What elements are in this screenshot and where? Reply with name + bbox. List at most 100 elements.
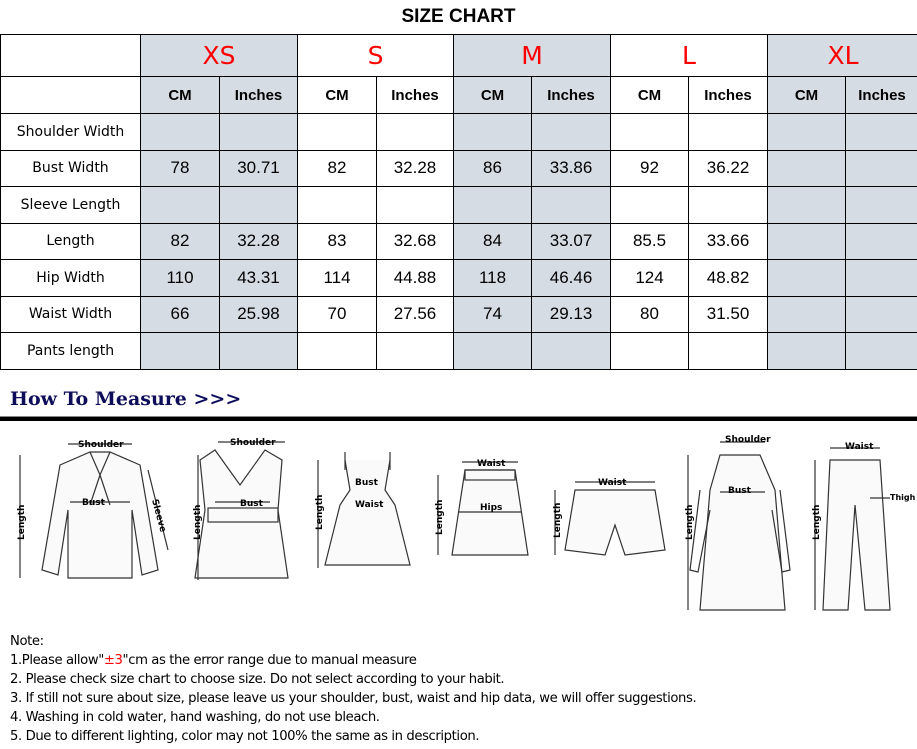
value-cell: 118 (453, 259, 532, 297)
value-cell: 92 (610, 149, 690, 187)
svg-text:Waist: Waist (355, 500, 384, 510)
value-cell (767, 186, 847, 224)
value-cell (767, 113, 847, 151)
coat-diagram: Shoulder Bust Length (685, 435, 791, 611)
svg-text:Shoulder: Shoulder (230, 438, 276, 448)
row-label: Shoulder Width (0, 113, 141, 151)
table-row: Bust Width 78 30.71 82 32.28 86 33.86 92 36.22 (0, 149, 917, 187)
unit-header: Inches (376, 76, 454, 114)
value-cell (376, 332, 454, 370)
row-label: Waist Width (0, 295, 141, 333)
value-cell: 85.5 (610, 222, 690, 260)
svg-text:Length: Length (553, 503, 563, 538)
value-cell (688, 332, 769, 370)
value-cell: 27.56 (376, 295, 454, 333)
svg-text:Length: Length (17, 505, 27, 540)
unit-header: CM (140, 76, 220, 114)
value-cell (530, 113, 612, 151)
value-cell (845, 295, 917, 333)
value-cell (688, 113, 769, 151)
value-cell: 32.68 (376, 222, 454, 260)
svg-text:Waist: Waist (477, 459, 506, 469)
value-cell (297, 332, 377, 370)
note-1: 1.Please allow"±3"cm as the error range … (10, 653, 417, 668)
value-cell: 70 (297, 295, 377, 333)
value-cell (140, 332, 220, 370)
value-cell (297, 186, 377, 224)
table-row: Waist Width 66 25.98 70 27.56 74 29.13 80 31.50 (0, 295, 917, 333)
blouse-diagram: Shoulder Bust Length Sleeve (17, 440, 169, 579)
page-title: SIZE CHART (401, 6, 516, 27)
svg-text:Bust: Bust (728, 486, 752, 496)
value-cell (219, 332, 298, 370)
value-cell (767, 259, 847, 297)
row-label: Bust Width (0, 149, 141, 187)
value-cell (845, 259, 917, 297)
unit-header: CM (767, 76, 847, 114)
unit-header: CM (610, 76, 690, 114)
note-2: 2. Please check size chart to choose siz… (10, 672, 505, 687)
svg-text:Length: Length (685, 505, 695, 540)
row-label: Length (0, 222, 141, 260)
notes: Note: 1.Please allow"±3"cm as the error … (10, 632, 697, 746)
row-label: Hip Width (0, 259, 141, 297)
table-row: Pants length (0, 332, 917, 370)
table-row: Sleeve Length (0, 186, 917, 224)
measurement-diagrams: Shoulder Bust Length Sleeve Shoulder Bus… (17, 435, 916, 611)
how-to-measure-heading: How To Measure >>> (10, 388, 242, 410)
svg-text:Length: Length (812, 505, 822, 540)
value-cell: 25.98 (219, 295, 298, 333)
value-cell (140, 113, 220, 151)
table-row: Hip Width 110 43.31 114 44.88 118 46.46 124 48.8… (0, 259, 917, 297)
value-cell (219, 186, 298, 224)
size-header-s: S (297, 34, 454, 77)
value-cell (610, 113, 690, 151)
svg-text:Waist: Waist (598, 478, 627, 488)
corner-cell (0, 34, 141, 77)
value-cell: 31.50 (688, 295, 769, 333)
value-cell: 78 (140, 149, 220, 187)
value-cell (530, 332, 612, 370)
value-cell (376, 113, 454, 151)
value-cell (845, 332, 917, 370)
value-cell: 48.82 (688, 259, 769, 297)
note-3: 3. If still not sure about size, please … (10, 691, 697, 706)
value-cell (297, 113, 377, 151)
value-cell (219, 113, 298, 151)
vest-diagram: Shoulder Bust Length (193, 438, 289, 580)
value-cell (610, 186, 690, 224)
value-cell (767, 222, 847, 260)
value-cell (845, 186, 917, 224)
value-cell: 32.28 (219, 222, 298, 260)
value-cell: 33.86 (530, 149, 612, 187)
value-cell: 46.46 (530, 259, 612, 297)
unit-header: Inches (219, 76, 298, 114)
value-cell: 82 (297, 149, 377, 187)
table-row: Length 82 32.28 83 32.68 84 33.07 85.5 33.66 (0, 222, 917, 260)
svg-text:Bust: Bust (82, 498, 106, 508)
value-cell (610, 332, 690, 370)
value-cell (376, 186, 454, 224)
pants-diagram: Waist Thigh Length (812, 442, 916, 611)
value-cell: 44.88 (376, 259, 454, 297)
corner-cell (0, 76, 141, 114)
row-label: Sleeve Length (0, 186, 141, 224)
value-cell (688, 186, 769, 224)
value-cell (453, 332, 532, 370)
value-cell (845, 222, 917, 260)
svg-text:Bust: Bust (240, 499, 264, 509)
size-header-xs: XS (140, 34, 298, 77)
table-row: Shoulder Width (0, 113, 917, 151)
size-header-l: L (610, 34, 769, 77)
value-cell: 84 (453, 222, 532, 260)
svg-text:Thigh: Thigh (890, 493, 916, 502)
value-cell: 66 (140, 295, 220, 333)
value-cell: 83 (297, 222, 377, 260)
value-cell: 33.07 (530, 222, 612, 260)
skirt-diagram: Waist Hips Length (435, 459, 529, 556)
value-cell (767, 149, 847, 187)
value-cell: 86 (453, 149, 532, 187)
svg-text:Sleeve: Sleeve (149, 498, 167, 533)
value-cell (767, 295, 847, 333)
note-5: 5. Due to different lighting, color may … (10, 729, 480, 744)
